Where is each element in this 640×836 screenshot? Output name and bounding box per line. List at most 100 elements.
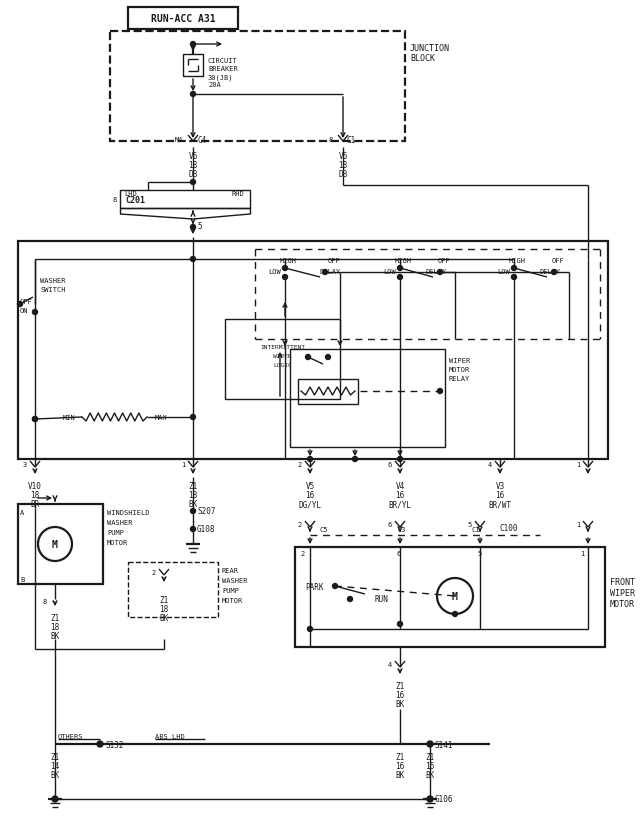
Text: MIN: MIN [62, 415, 75, 421]
Circle shape [191, 225, 195, 230]
Text: Z1: Z1 [159, 595, 168, 604]
Text: PUMP: PUMP [222, 588, 239, 594]
Text: INTERMITTENT: INTERMITTENT [260, 344, 305, 349]
Text: BR/WT: BR/WT [488, 499, 511, 508]
Text: SWITCH: SWITCH [40, 287, 65, 293]
Circle shape [307, 627, 312, 632]
Text: JUNCTION: JUNCTION [410, 44, 450, 53]
Text: 1: 1 [180, 461, 185, 467]
Text: MOTOR: MOTOR [107, 539, 128, 545]
Circle shape [511, 266, 516, 271]
Text: BR/YL: BR/YL [388, 499, 412, 508]
Text: BREAKER: BREAKER [208, 66, 237, 72]
Circle shape [17, 302, 22, 307]
Text: Z1: Z1 [396, 681, 404, 691]
Text: REAR: REAR [222, 568, 239, 573]
Text: V10: V10 [28, 482, 42, 491]
Bar [295, 548, 605, 647]
Text: V4: V4 [396, 482, 404, 491]
Text: WINDSHIELD: WINDSHIELD [107, 509, 150, 515]
Text: FRONT: FRONT [610, 578, 635, 586]
Text: 2: 2 [152, 569, 156, 575]
Text: Z1: Z1 [188, 482, 198, 491]
Bar [298, 380, 358, 405]
Text: 16: 16 [426, 761, 435, 770]
Text: 2: 2 [300, 550, 304, 556]
Text: LHD: LHD [124, 191, 137, 196]
Circle shape [326, 355, 330, 360]
Text: 2: 2 [298, 461, 302, 467]
Text: Z1: Z1 [396, 752, 404, 761]
Text: 4: 4 [388, 661, 392, 667]
Bar [225, 319, 340, 400]
Circle shape [191, 93, 195, 97]
Text: OFF: OFF [552, 257, 564, 263]
Circle shape [348, 597, 353, 602]
Text: CIRCUIT: CIRCUIT [208, 58, 237, 64]
Text: 8: 8 [329, 137, 333, 143]
Text: 1: 1 [576, 461, 580, 467]
Text: C201: C201 [125, 196, 145, 204]
Text: PUMP: PUMP [107, 529, 124, 535]
Text: RUN-ACC A31: RUN-ACC A31 [150, 14, 215, 24]
Circle shape [552, 270, 557, 275]
Text: OFF: OFF [328, 257, 340, 263]
Circle shape [191, 181, 195, 186]
Circle shape [282, 275, 287, 280]
Text: LOW: LOW [268, 268, 281, 275]
Text: 2: 2 [298, 522, 302, 528]
Text: RELAY: RELAY [449, 375, 470, 381]
Text: RHD: RHD [231, 191, 244, 196]
Circle shape [97, 741, 103, 747]
Bar [120, 191, 250, 209]
Bar [110, 32, 405, 142]
Text: MOTOR: MOTOR [449, 366, 470, 373]
Text: 4: 4 [488, 461, 492, 467]
Circle shape [33, 310, 38, 315]
Circle shape [427, 796, 433, 802]
Circle shape [282, 266, 287, 271]
Text: B: B [20, 576, 24, 583]
Text: 1: 1 [580, 550, 584, 556]
Circle shape [353, 457, 358, 462]
Text: MOTOR: MOTOR [610, 599, 635, 609]
Text: DB: DB [188, 170, 198, 179]
Bar [183, 55, 203, 77]
Text: 18: 18 [339, 161, 348, 170]
Circle shape [397, 275, 403, 280]
Text: 6: 6 [388, 461, 392, 467]
Text: ABS LHD: ABS LHD [155, 733, 185, 739]
Text: V6: V6 [188, 152, 198, 161]
Text: DG/YL: DG/YL [298, 499, 321, 508]
Circle shape [397, 457, 403, 462]
Circle shape [33, 417, 38, 422]
Text: 18: 18 [188, 161, 198, 170]
Text: 8: 8 [43, 599, 47, 604]
Text: Z1: Z1 [51, 614, 60, 622]
Text: WIPER: WIPER [273, 354, 292, 359]
Text: A: A [20, 509, 24, 515]
Text: 30(JB): 30(JB) [208, 74, 234, 80]
Text: LOGIC: LOGIC [273, 363, 292, 368]
Circle shape [438, 270, 442, 275]
Text: BLOCK: BLOCK [410, 54, 435, 63]
Text: 16: 16 [495, 491, 504, 499]
Text: WIPER: WIPER [610, 589, 635, 597]
Text: WASHER: WASHER [40, 278, 65, 283]
Circle shape [191, 509, 195, 514]
Text: BK: BK [426, 770, 435, 779]
Text: 3: 3 [23, 461, 27, 467]
Text: PARK: PARK [305, 582, 323, 591]
Text: WIPER: WIPER [449, 358, 470, 364]
Text: V5: V5 [305, 482, 315, 491]
Text: DELAY: DELAY [426, 268, 447, 275]
Text: MAX: MAX [155, 415, 168, 421]
Circle shape [33, 417, 38, 422]
Circle shape [323, 270, 328, 275]
Text: Z1: Z1 [51, 752, 60, 761]
Text: HIGH: HIGH [280, 257, 297, 263]
Circle shape [397, 622, 403, 627]
Text: 16: 16 [396, 761, 404, 770]
Text: DB: DB [339, 170, 348, 179]
Text: 16: 16 [305, 491, 315, 499]
